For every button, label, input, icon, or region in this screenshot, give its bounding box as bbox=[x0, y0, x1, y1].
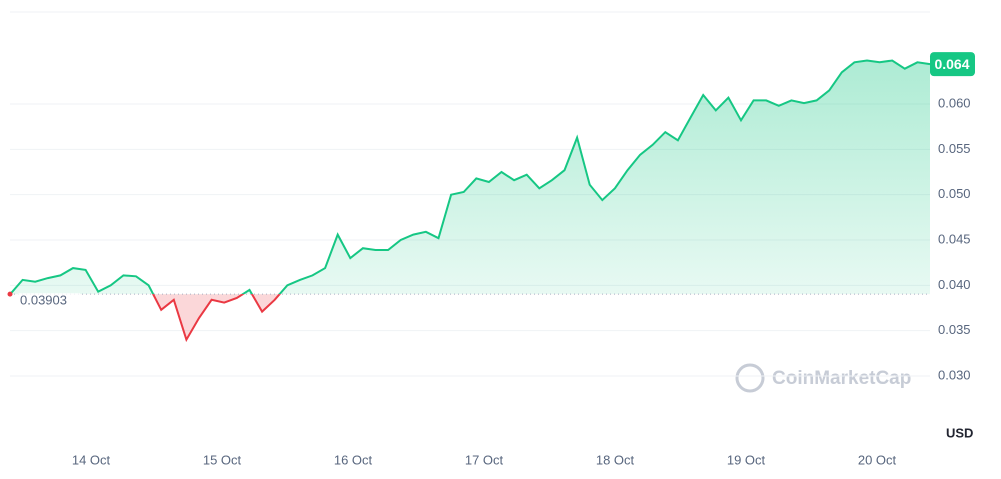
x-tick-label: 17 Oct bbox=[465, 452, 504, 467]
x-tick-label: 15 Oct bbox=[203, 452, 242, 467]
y-tick-label: 0.050 bbox=[938, 186, 971, 201]
x-tick-label: 18 Oct bbox=[596, 452, 635, 467]
x-tick-label: 19 Oct bbox=[727, 452, 766, 467]
y-tick-label: 0.030 bbox=[938, 367, 971, 382]
area-up bbox=[10, 60, 930, 295]
baseline-dot bbox=[7, 291, 13, 297]
baseline-label: 0.03903 bbox=[20, 293, 67, 308]
baseline-label-bg bbox=[18, 293, 80, 310]
price-line-up bbox=[9, 59, 931, 295]
currency-label: USD bbox=[946, 425, 973, 440]
y-tick-label: 0.045 bbox=[938, 231, 971, 246]
x-tick-label: 16 Oct bbox=[334, 452, 373, 467]
y-tick-label: 0.035 bbox=[938, 322, 971, 337]
y-tick-label: 0.040 bbox=[938, 277, 971, 292]
price-line-down bbox=[9, 294, 281, 343]
y-tick-label: 0.055 bbox=[938, 141, 971, 156]
x-tick-label: 14 Oct bbox=[72, 452, 111, 467]
x-tick-label: 20 Oct bbox=[858, 452, 897, 467]
watermark: CoinMarketCap bbox=[735, 363, 911, 393]
current-price-label: 0.064 bbox=[934, 56, 969, 72]
watermark-text: CoinMarketCap bbox=[772, 368, 911, 389]
watermark-logo bbox=[735, 363, 765, 393]
current-price-tag bbox=[930, 52, 975, 77]
y-tick-label: 0.060 bbox=[938, 95, 971, 110]
